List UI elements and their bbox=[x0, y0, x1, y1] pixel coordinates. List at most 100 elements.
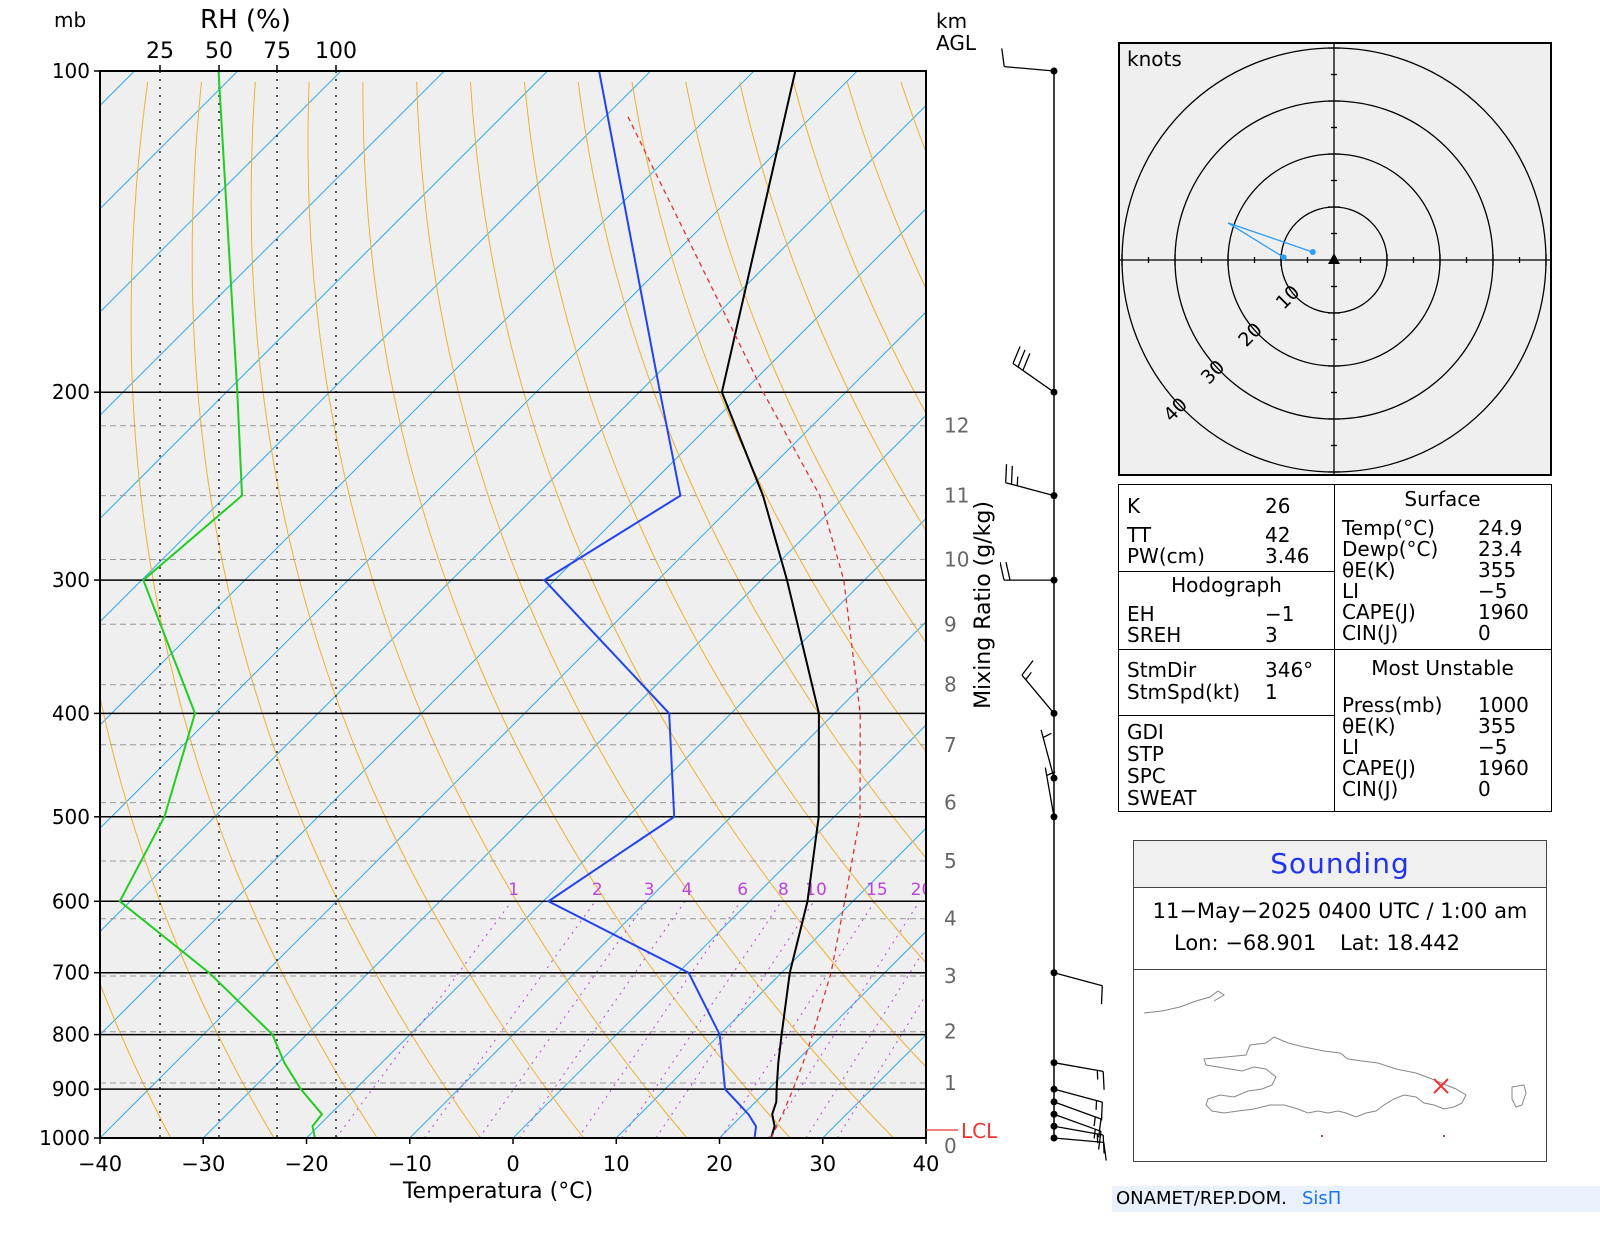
height-tick-label: 3 bbox=[944, 964, 957, 988]
mu-cape-label: CAPE(J) bbox=[1342, 756, 1416, 780]
height-tick-label: 4 bbox=[944, 907, 957, 931]
tt-index-label: TT bbox=[1127, 523, 1152, 547]
spc-label: SPC bbox=[1127, 764, 1166, 788]
rh-tick-label: 25 bbox=[146, 39, 174, 64]
skewt-diagram: 1 2 3 4 6 8 10 15 20 25 30 10020030040050060070080… bbox=[39, 5, 998, 1204]
wind-barb bbox=[1021, 660, 1058, 717]
height-tick-label: 8 bbox=[944, 673, 957, 697]
mixing-ratio-line bbox=[720, 901, 876, 1138]
mixing-ratio-tick-label: 8 bbox=[778, 880, 789, 900]
mixing-ratio-tick-label: 1 bbox=[508, 880, 519, 900]
dry-adiabat-line bbox=[100, 694, 275, 1138]
wind-barb-shaft bbox=[1053, 1062, 1105, 1090]
indices-table: K 26 TT 42 PW(cm) 3.46 Hodograph EH −1 SREH 3… bbox=[1118, 484, 1552, 812]
dry-adiabat-line bbox=[470, 81, 926, 1068]
wind-barb bbox=[1044, 767, 1058, 821]
stp-label: STP bbox=[1127, 742, 1164, 766]
height-tick-label: 7 bbox=[944, 733, 957, 757]
isotherm-line bbox=[100, 71, 755, 726]
most-unstable-title: Most Unstable bbox=[1371, 656, 1514, 680]
wind-barb bbox=[1050, 1134, 1107, 1161]
mu-li-value: −5 bbox=[1478, 735, 1508, 759]
mixing-ratio-tick-label: 4 bbox=[682, 880, 693, 900]
puerto-rico-outline bbox=[1511, 1084, 1527, 1108]
pressure-tick-label: 200 bbox=[52, 380, 90, 404]
wind-barb-shaft bbox=[1044, 767, 1056, 817]
eh-label: EH bbox=[1127, 602, 1155, 626]
sfc-cin-label: CIN(J) bbox=[1342, 621, 1399, 645]
temperature-tick-label: 40 bbox=[913, 1152, 940, 1176]
sfc-dewp-value: 23.4 bbox=[1478, 537, 1523, 561]
sreh-value: 3 bbox=[1265, 623, 1278, 647]
hodograph-trace bbox=[1227, 222, 1314, 258]
map-speck-2 bbox=[1443, 1135, 1445, 1137]
mixing-ratio-line bbox=[621, 901, 782, 1138]
pressure-tick-label: 1000 bbox=[39, 1126, 90, 1150]
dry-adiabat-line bbox=[416, 81, 894, 1138]
isotherm-line bbox=[202, 414, 926, 1138]
pw-value: 3.46 bbox=[1265, 544, 1310, 568]
mixing-ratio-line bbox=[767, 901, 920, 1138]
sounding-lon: Lon: −68.901 bbox=[1174, 931, 1317, 955]
sfc-temp-value: 24.9 bbox=[1478, 516, 1523, 540]
pressure-tick-label: 800 bbox=[52, 1023, 90, 1047]
wind-barb-column bbox=[1000, 48, 1107, 1161]
dry-adiabat-line bbox=[739, 81, 926, 532]
map-speck-1 bbox=[1321, 1135, 1323, 1137]
dry-adiabat-line bbox=[631, 81, 926, 753]
wind-barb-shaft bbox=[1040, 729, 1055, 779]
dry-adiabat-line bbox=[130, 81, 378, 1138]
sweat-label: SWEAT bbox=[1127, 786, 1197, 810]
wind-barb-shaft bbox=[1012, 346, 1055, 393]
mu-theta-value: 355 bbox=[1478, 714, 1517, 738]
height-tick-label: 0 bbox=[944, 1134, 957, 1158]
storm-speed-value: 1 bbox=[1265, 680, 1278, 704]
wind-barb-shaft bbox=[1000, 561, 1055, 581]
mixing-ratio-tick-label: 25 bbox=[946, 880, 968, 900]
dry-adiabat-line bbox=[685, 81, 926, 644]
wind-barb-shaft bbox=[1053, 1137, 1107, 1161]
indices-left-column: K 26 TT 42 PW(cm) 3.46 Hodograph EH −1 SREH 3… bbox=[1119, 485, 1335, 811]
rh-tick-label: 75 bbox=[263, 39, 291, 64]
height-tick-label: 1 bbox=[944, 1071, 957, 1095]
storm-dir-value: 346° bbox=[1265, 658, 1314, 682]
height-tick-label: 11 bbox=[944, 484, 969, 508]
wind-barb bbox=[1050, 969, 1103, 1005]
gdi-label: GDI bbox=[1127, 720, 1164, 744]
wind-barb bbox=[1012, 346, 1058, 396]
isotherm-line bbox=[100, 71, 342, 313]
temperature-tick-label: −20 bbox=[284, 1152, 328, 1176]
wind-barb-shaft bbox=[1053, 1113, 1102, 1150]
sreh-label: SREH bbox=[1127, 623, 1182, 647]
pressure-tick-label: 100 bbox=[52, 59, 90, 83]
wind-barb bbox=[1000, 561, 1058, 584]
x-axis-label: Temperatura (°C) bbox=[402, 1179, 593, 1204]
sfc-temp-label: Temp(°C) bbox=[1342, 516, 1435, 540]
cuba-coastline bbox=[1143, 990, 1225, 1014]
agl-label: AGL bbox=[936, 31, 977, 55]
wind-barb-shaft bbox=[1005, 464, 1055, 497]
mu-press-label: Press(mb) bbox=[1342, 693, 1443, 717]
temperature-profile bbox=[720, 71, 820, 1138]
mb-label: mb bbox=[54, 8, 86, 32]
eh-value: −1 bbox=[1265, 602, 1295, 626]
isotherm-line bbox=[100, 311, 926, 1138]
dry-adiabat-line bbox=[250, 81, 585, 1138]
height-tick-label: 12 bbox=[944, 414, 969, 438]
temperature-tick-label: 30 bbox=[809, 1152, 836, 1176]
isotherm-line bbox=[615, 827, 926, 1138]
mu-cape-value: 1960 bbox=[1478, 756, 1529, 780]
dry-adiabat-line bbox=[362, 82, 791, 1138]
temperature-tick-label: 0 bbox=[506, 1152, 519, 1176]
temperature-tick-label: 10 bbox=[603, 1152, 630, 1176]
wind-barb-shaft bbox=[1021, 660, 1055, 714]
mixing-ratio-label: Mixing Ratio (g/kg) bbox=[971, 501, 996, 709]
lcl-label: LCL bbox=[961, 1119, 998, 1143]
rh-axis-label: RH (%) bbox=[200, 5, 291, 35]
height-tick-label: 5 bbox=[944, 849, 957, 873]
isotherm-line bbox=[100, 104, 926, 933]
footer-org: ONAMET/REP.DOM. bbox=[1116, 1188, 1287, 1209]
temperature-tick-label: 20 bbox=[706, 1152, 733, 1176]
dry-adiabat-line bbox=[577, 81, 926, 859]
